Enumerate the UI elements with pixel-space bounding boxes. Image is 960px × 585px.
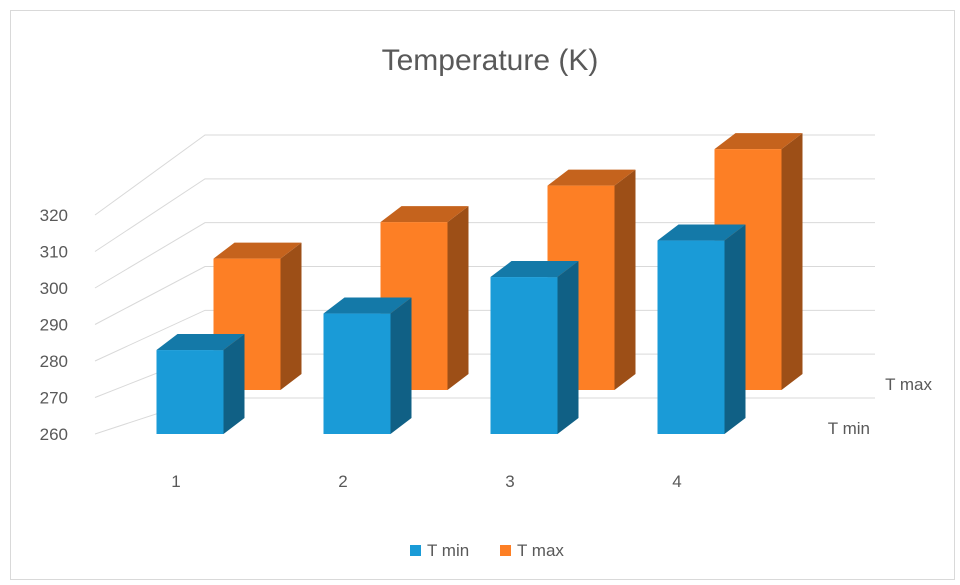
bar-t-min	[657, 224, 746, 434]
x-tick-label: 4	[672, 472, 681, 491]
depth-axis-labels: T min T max	[828, 375, 933, 438]
y-tick-label: 270	[40, 389, 68, 408]
depth-axis-label: T max	[885, 375, 932, 394]
legend: T min T max	[410, 541, 564, 560]
legend-swatch	[500, 545, 511, 556]
chart-walls	[94, 134, 875, 435]
y-tick-label: 300	[40, 279, 68, 298]
x-axis-ticks: 1 2 3 4	[171, 472, 681, 491]
y-tick-label: 320	[40, 206, 68, 225]
gridline	[94, 178, 875, 252]
y-axis-ticks: 260 270 280 290 300 310 320	[40, 206, 68, 444]
legend-label: T min	[427, 541, 469, 560]
gridline	[94, 222, 875, 289]
y-tick-label: 290	[40, 316, 68, 335]
gridline	[94, 266, 875, 325]
bar-t-min	[490, 261, 579, 434]
x-tick-label: 2	[338, 472, 347, 491]
gridline	[94, 309, 875, 362]
y-tick-label: 260	[40, 425, 68, 444]
chart-title: Temperature (K)	[382, 44, 599, 77]
y-tick-label: 280	[40, 352, 68, 371]
y-tick-label: 310	[40, 243, 68, 262]
chart-bars	[156, 133, 803, 434]
x-tick-label: 3	[505, 472, 514, 491]
bar-t-min	[323, 297, 412, 434]
x-tick-label: 1	[171, 472, 180, 491]
bar-t-max	[547, 169, 636, 390]
legend-label: T max	[517, 541, 564, 560]
gridline	[94, 134, 875, 216]
legend-swatch	[410, 545, 421, 556]
depth-axis-label: T min	[828, 419, 870, 438]
bar-t-min	[156, 334, 245, 434]
